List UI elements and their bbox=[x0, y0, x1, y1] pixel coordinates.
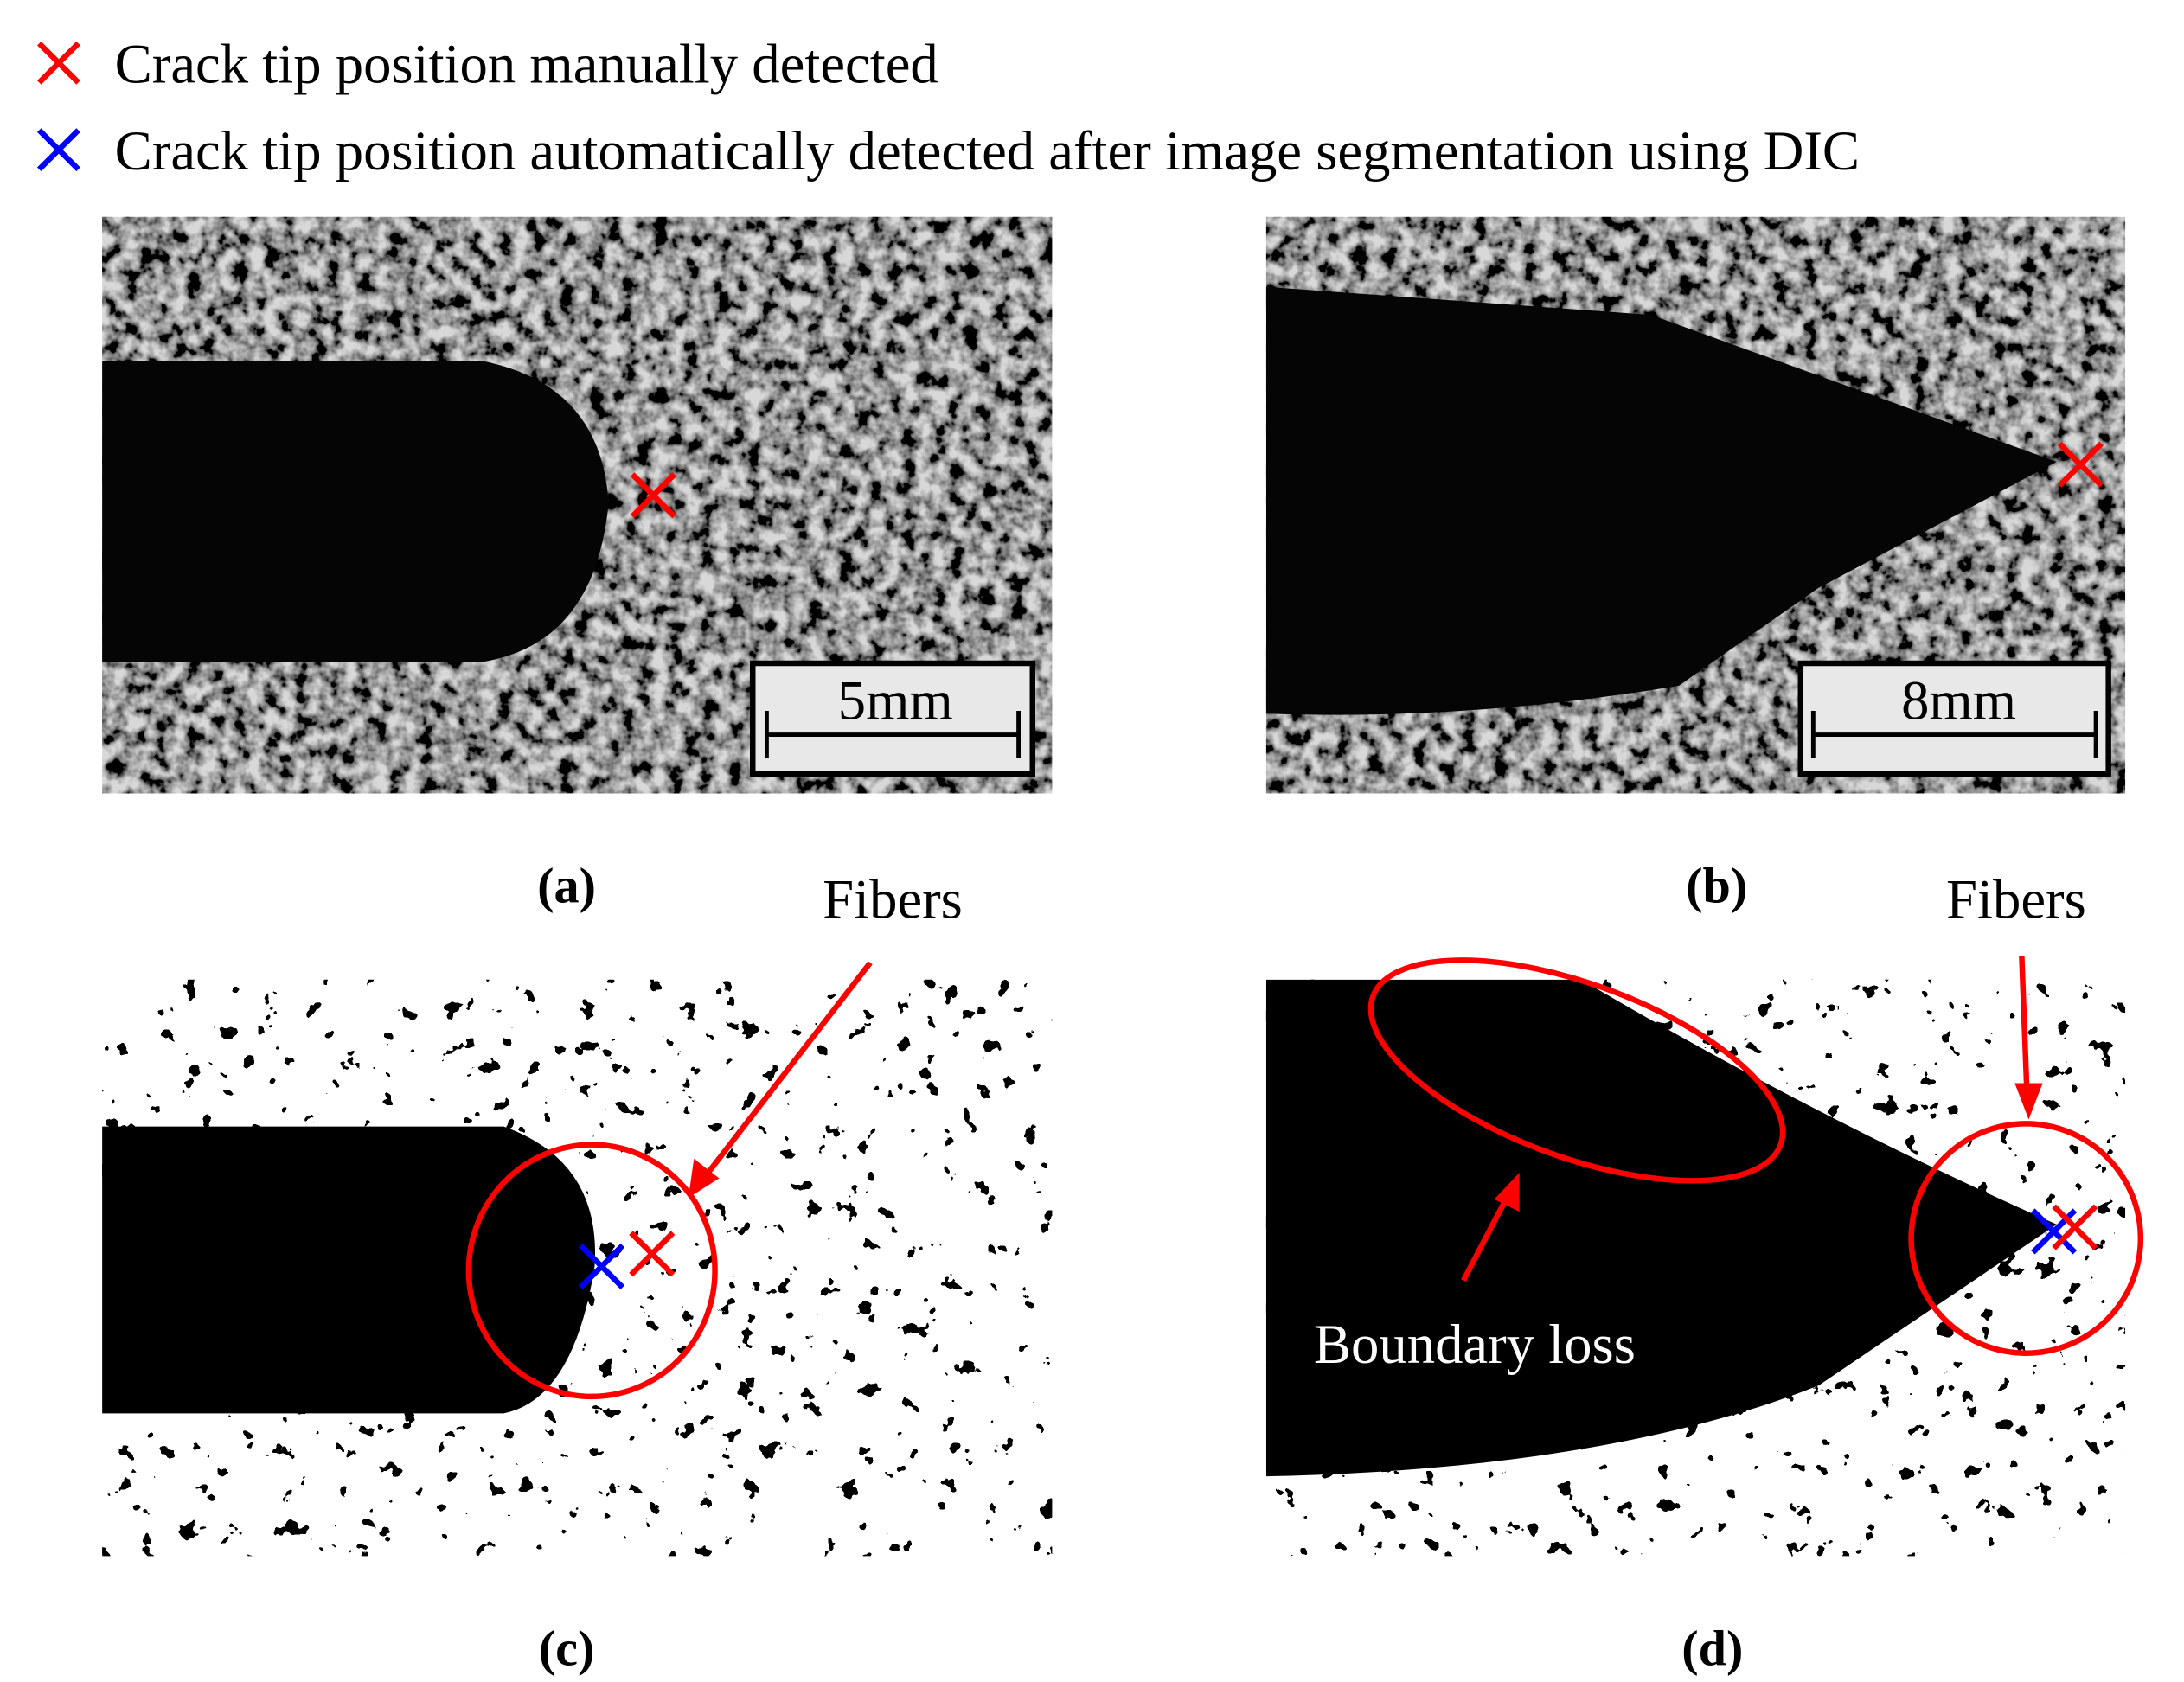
manual-crack-tip bbox=[2057, 441, 2104, 488]
auto-crack-tip bbox=[578, 1243, 625, 1289]
arrow-head bbox=[2014, 1083, 2043, 1120]
highlight-circle bbox=[465, 1142, 718, 1400]
manual-crack-tip bbox=[630, 472, 676, 519]
arrow-head bbox=[1494, 1172, 1520, 1212]
arrow bbox=[2019, 956, 2031, 1103]
legend: Crack tip position manually detected Cra… bbox=[37, 32, 1860, 182]
scale-bar: 8mm bbox=[1797, 660, 2111, 777]
panel-a-image bbox=[102, 216, 1053, 794]
panel-d-image bbox=[1265, 979, 2126, 1557]
manual-crack-tip bbox=[2052, 1204, 2098, 1250]
manual-crack-tip bbox=[629, 1231, 676, 1277]
panel-c-image bbox=[102, 979, 1053, 1557]
legend-entry: Crack tip position automatically detecte… bbox=[115, 119, 1860, 182]
annotation: Fibers bbox=[823, 867, 963, 930]
highlight-circle bbox=[1908, 1121, 2144, 1356]
panel-label: (b) bbox=[1686, 858, 1747, 914]
scale-label: 5mm bbox=[838, 669, 953, 732]
blue-cross-icon bbox=[37, 128, 80, 172]
panel-label: (a) bbox=[537, 858, 596, 914]
panel-label: (d) bbox=[1681, 1621, 1743, 1677]
panel-label: (c) bbox=[539, 1621, 595, 1677]
annotation: Boundary loss bbox=[1314, 1313, 1636, 1375]
arrow-head bbox=[688, 1158, 720, 1199]
red-cross-icon bbox=[37, 41, 80, 85]
arrow bbox=[697, 961, 873, 1186]
annotation: Fibers bbox=[1946, 867, 2086, 930]
scale-bar: 5mm bbox=[750, 660, 1035, 777]
legend-entry: Crack tip position manually detected bbox=[115, 32, 938, 94]
highlight-ellipse bbox=[1367, 957, 1786, 1184]
scale-label: 8mm bbox=[1901, 669, 2016, 732]
arrow bbox=[1461, 1187, 1514, 1282]
